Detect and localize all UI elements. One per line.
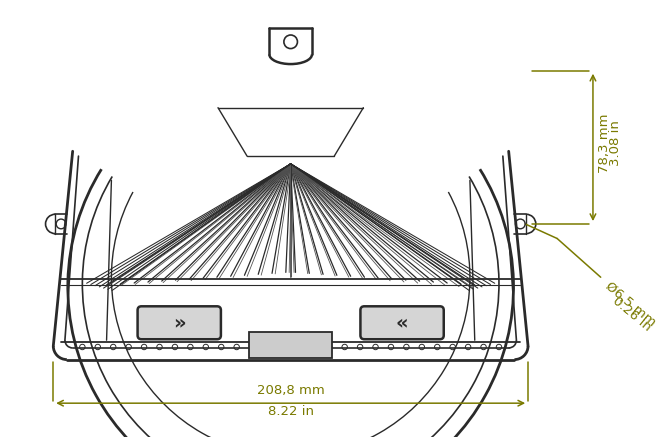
Text: Ø6,5 mm: Ø6,5 mm bbox=[602, 279, 658, 329]
Text: «: « bbox=[396, 313, 408, 332]
FancyBboxPatch shape bbox=[360, 306, 444, 339]
Text: 78,3 mm: 78,3 mm bbox=[598, 114, 611, 173]
Text: 0.26 in: 0.26 in bbox=[610, 295, 654, 334]
Text: »: » bbox=[173, 313, 186, 332]
FancyBboxPatch shape bbox=[138, 306, 221, 339]
Text: 3.08 in: 3.08 in bbox=[608, 121, 622, 166]
Text: 208,8 mm: 208,8 mm bbox=[257, 385, 325, 397]
Text: 8.22 in: 8.22 in bbox=[268, 405, 314, 418]
Bar bbox=[249, 333, 332, 358]
